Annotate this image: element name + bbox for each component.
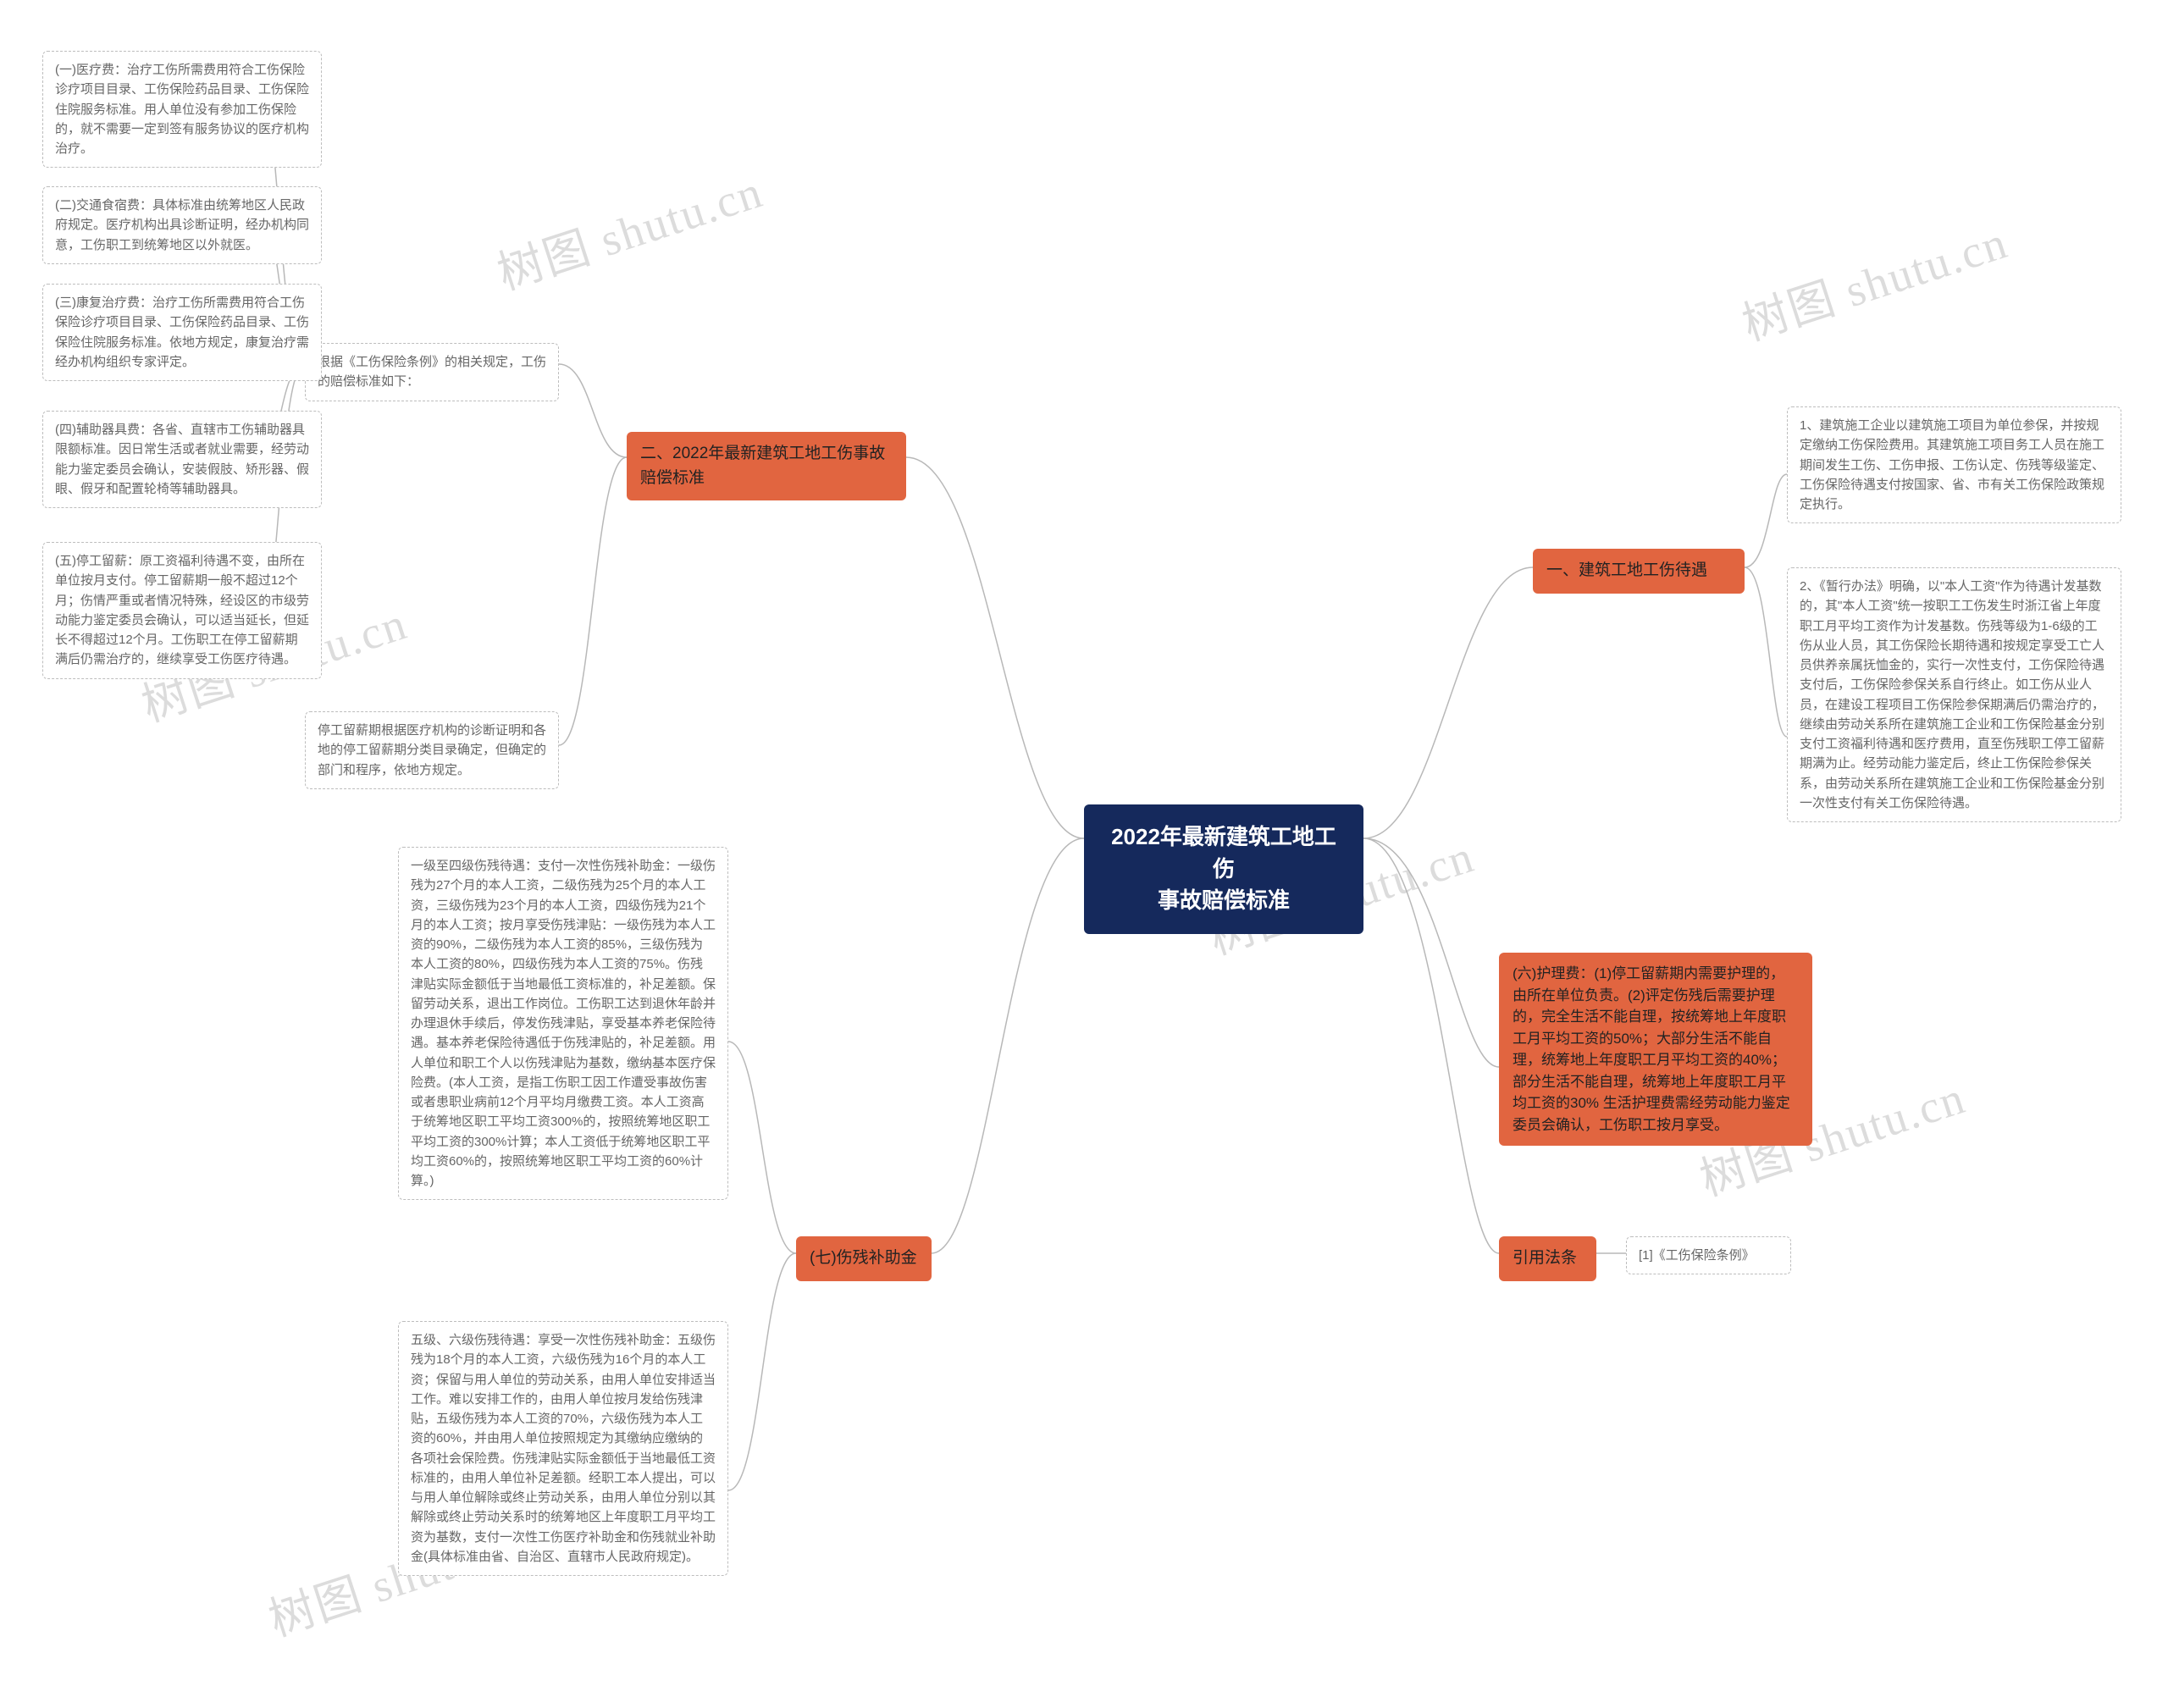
branch-2-leaf-5: (五)停工留薪：原工资福利待遇不变，由所在单位按月支付。停工留薪期一般不超过12…: [42, 542, 322, 679]
watermark: 树图 shutu.cn: [1733, 205, 2016, 354]
branch-6: (六)护理费：(1)停工留薪期内需要护理的，由所在单位负责。(2)评定伤残后需要…: [1499, 953, 1812, 1146]
branch-2: 二、2022年最新建筑工地工伤事故 赔偿标准: [627, 432, 906, 500]
branch-1: 一、建筑工地工伤待遇: [1533, 549, 1745, 594]
branch-ref-leaf: [1]《工伤保险条例》: [1626, 1236, 1791, 1274]
branch-7-leaf-1: 一级至四级伤残待遇：支付一次性伤残补助金：一级伤残为27个月的本人工资，二级伤残…: [398, 847, 728, 1200]
branch-2-leaf-2: (二)交通食宿费：具体标准由统筹地区人民政府规定。医疗机构出具诊断证明，经办机构…: [42, 186, 322, 264]
branch-7-leaf-2: 五级、六级伤残待遇：享受一次性伤残补助金：五级伤残为18个月的本人工资，六级伤残…: [398, 1321, 728, 1576]
branch-2-leaf-1: (一)医疗费：治疗工伤所需费用符合工伤保险诊疗项目目录、工伤保险药品目录、工伤保…: [42, 51, 322, 168]
branch-2-intro: 根据《工伤保险条例》的相关规定，工伤的赔偿标准如下：: [305, 343, 559, 401]
watermark: 树图 shutu.cn: [488, 154, 771, 303]
branch-1-leaf-1: 1、建筑施工企业以建筑施工项目为单位参保，并按规定缴纳工伤保险费用。其建筑施工项…: [1787, 406, 2121, 523]
branch-2-leaf-4: (四)辅助器具费：各省、直辖市工伤辅助器具限额标准。因日常生活或者就业需要，经劳…: [42, 411, 322, 508]
branch-7: (七)伤残补助金: [796, 1236, 932, 1281]
branch-2-leaf-3: (三)康复治疗费：治疗工伤所需费用符合工伤保险诊疗项目目录、工伤保险药品目录、工…: [42, 284, 322, 381]
center-node: 2022年最新建筑工地工伤 事故赔偿标准: [1084, 804, 1363, 934]
branch-2-note: 停工留薪期根据医疗机构的诊断证明和各地的停工留薪期分类目录确定，但确定的部门和程…: [305, 711, 559, 789]
branch-ref: 引用法条: [1499, 1236, 1596, 1281]
branch-1-leaf-2: 2、《暂行办法》明确，以"本人工资"作为待遇计发基数的，其"本人工资"统一按职工…: [1787, 567, 2121, 822]
